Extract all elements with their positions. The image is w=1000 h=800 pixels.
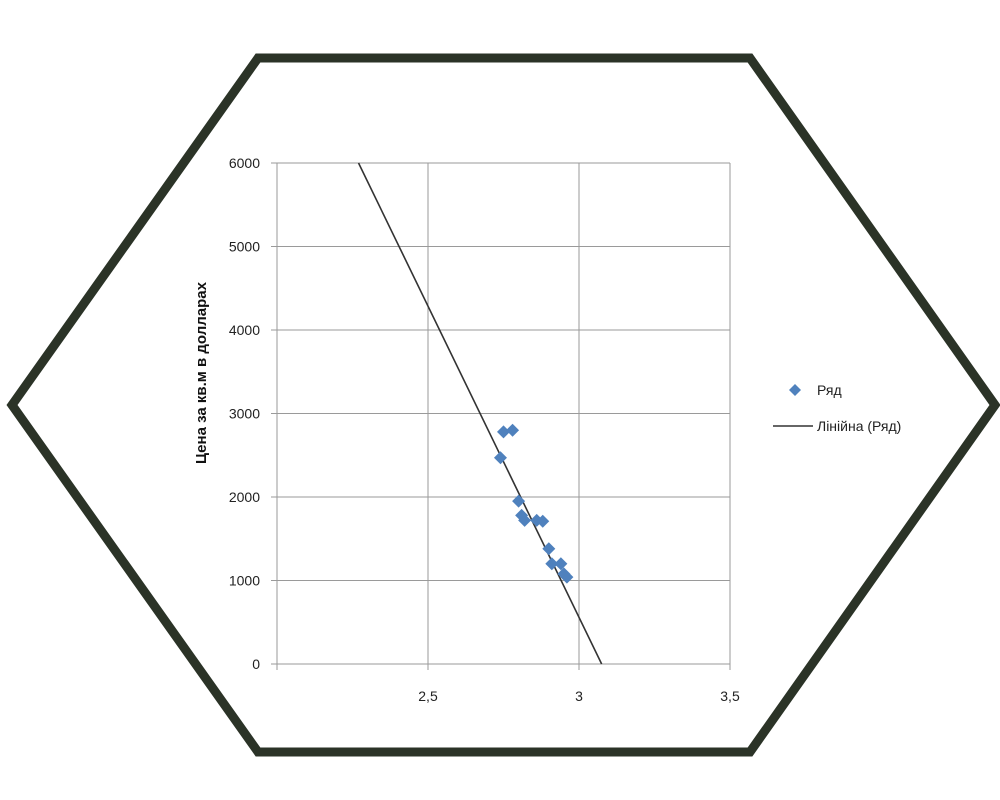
hexagon-frame	[6, 53, 1000, 757]
y-tick-label-5: 5000	[229, 239, 260, 255]
chart-legend: Ряд Лінійна (Ряд)	[773, 382, 901, 434]
legend-label-scatter: Ряд	[817, 382, 842, 398]
x-tick-label-1: 3	[575, 688, 583, 704]
legend-marker-scatter	[789, 384, 801, 396]
y-tick-label-1: 1000	[229, 573, 260, 589]
data-point-1	[497, 425, 510, 439]
x-tick-label-2: 3,5	[720, 688, 740, 704]
data-point-5	[518, 513, 532, 527]
y-axis-label: Цена за кв.м в долларах	[193, 281, 210, 464]
y-tick-label-4: 4000	[229, 322, 260, 338]
data-point-2	[506, 423, 520, 437]
data-point-0	[493, 451, 507, 465]
y-tick-label-6: 6000	[229, 155, 260, 171]
data-point-9	[545, 557, 559, 571]
y-tick-label-0: 0	[252, 656, 260, 672]
y-tick-label-3: 3000	[229, 406, 260, 422]
chart-marks	[357, 162, 603, 665]
data-point-12	[560, 570, 574, 584]
data-point-8	[542, 542, 556, 556]
legend-label-trendline: Лінійна (Ряд)	[817, 418, 901, 434]
x-axis-tick-labels: 2,5 3 3,5	[418, 688, 740, 704]
y-tick-label-2: 2000	[229, 489, 260, 505]
data-point-10	[554, 557, 568, 571]
chart-grid	[271, 162, 731, 670]
data-point-7	[536, 514, 550, 528]
data-point-3	[512, 494, 526, 508]
y-axis-tick-labels: 0 1000 2000 3000 4000 5000 6000	[229, 155, 260, 672]
x-tick-label-0: 2,5	[418, 688, 438, 704]
trendline	[357, 162, 603, 665]
